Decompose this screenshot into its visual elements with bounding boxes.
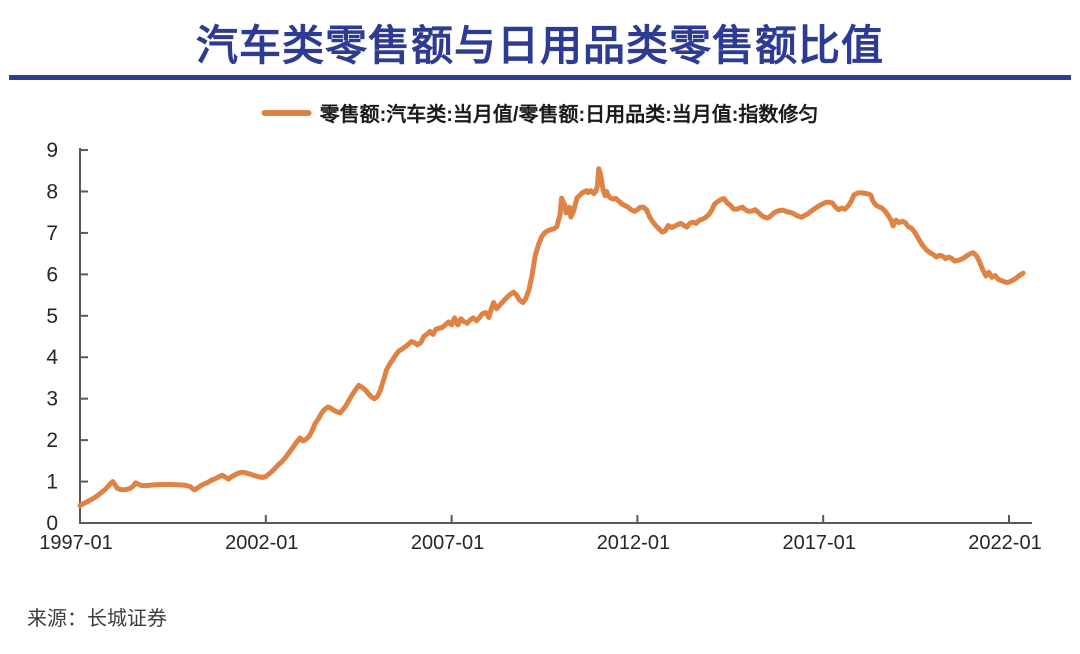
y-tick-label: 3	[46, 388, 58, 411]
title-divider	[9, 75, 1071, 80]
x-tick-label: 2012-01	[597, 532, 670, 554]
y-tick-label: 0	[46, 512, 58, 535]
y-tick-label: 2	[46, 429, 58, 452]
legend-label: 零售额:汽车类:当月值/零售额:日用品类:当月值:指数修匀	[319, 104, 819, 126]
y-tick-label: 8	[46, 180, 58, 203]
legend: 零售额:汽车类:当月值/零售额:日用品类:当月值:指数修匀	[261, 98, 819, 127]
x-tick-label: 2002-01	[225, 532, 298, 554]
x-tick-label: 2017-01	[782, 532, 855, 554]
y-tick-label: 7	[46, 222, 58, 245]
y-tick-label: 9	[46, 139, 58, 162]
x-tick-label: 2022-01	[968, 532, 1041, 554]
x-tick-label: 1997-01	[39, 532, 112, 554]
page-title: 汽车类零售额与日用品类零售额比值	[195, 22, 884, 69]
y-tick-label: 1	[46, 471, 58, 494]
y-tick-label: 5	[46, 305, 58, 328]
source-note: 来源：长城证券	[27, 608, 167, 630]
series-line	[77, 166, 1026, 509]
y-tick-label: 4	[46, 346, 58, 369]
y-tick-label: 6	[46, 263, 58, 286]
x-tick-label: 2007-01	[411, 532, 484, 554]
legend-line-swatch	[261, 109, 312, 116]
